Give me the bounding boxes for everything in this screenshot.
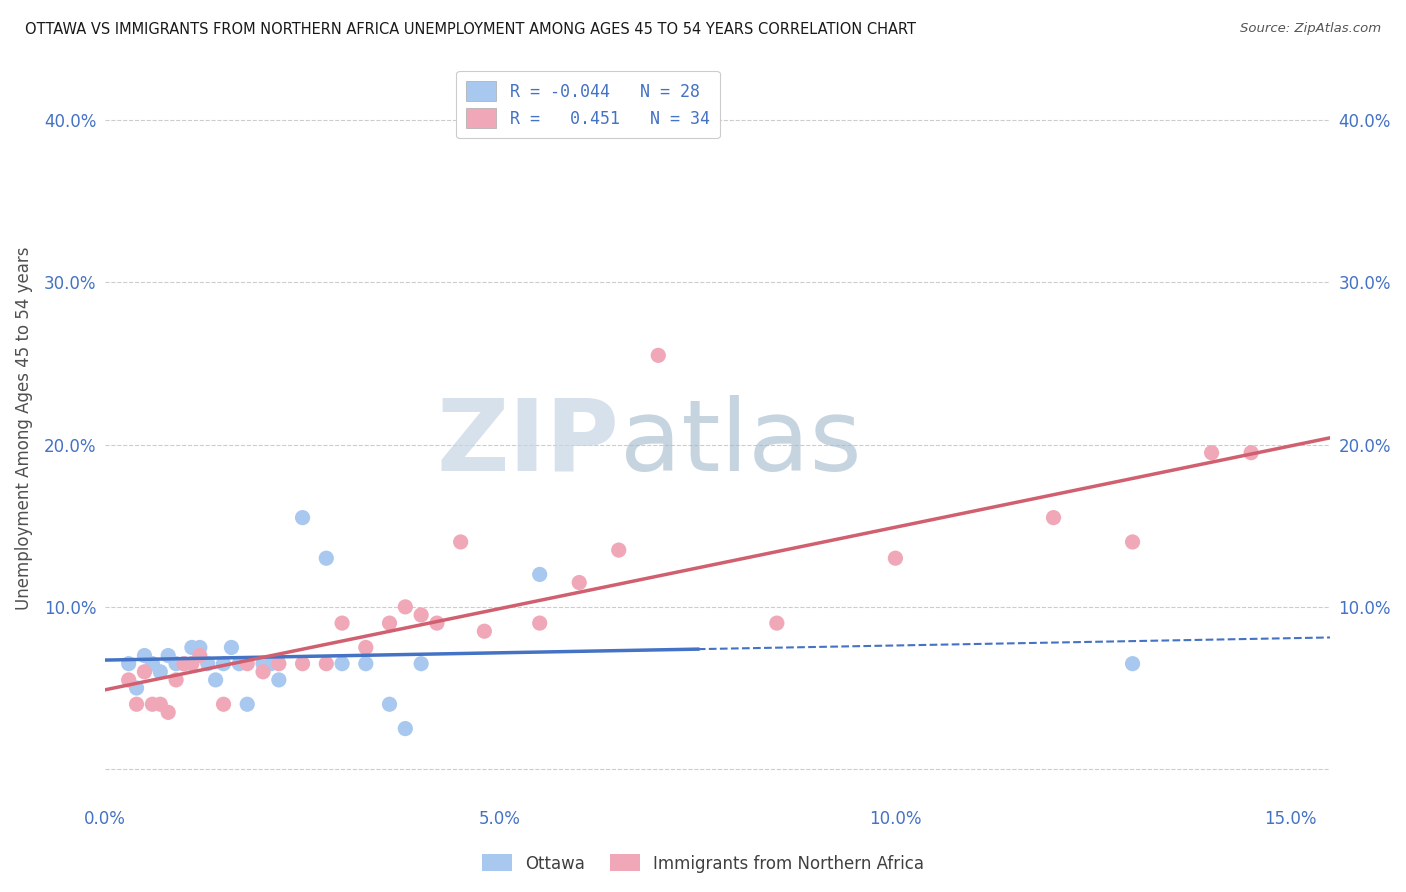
Point bbox=[125, 681, 148, 695]
Point bbox=[378, 616, 401, 631]
Point bbox=[157, 706, 180, 720]
Point bbox=[149, 665, 172, 679]
Point bbox=[330, 616, 353, 631]
Legend: Ottawa, Immigrants from Northern Africa: Ottawa, Immigrants from Northern Africa bbox=[475, 847, 931, 880]
Point bbox=[267, 673, 290, 687]
Point bbox=[188, 648, 211, 663]
Point bbox=[212, 698, 235, 712]
Point bbox=[188, 640, 211, 655]
Point bbox=[529, 616, 551, 631]
Point bbox=[228, 657, 250, 671]
Text: Source: ZipAtlas.com: Source: ZipAtlas.com bbox=[1240, 22, 1381, 36]
Point bbox=[125, 698, 148, 712]
Point bbox=[291, 510, 314, 524]
Point bbox=[165, 673, 187, 687]
Point bbox=[354, 640, 377, 655]
Point bbox=[118, 673, 141, 687]
Point bbox=[1122, 657, 1144, 671]
Point bbox=[450, 535, 472, 549]
Point bbox=[411, 607, 433, 622]
Point bbox=[1042, 510, 1064, 524]
Point bbox=[260, 657, 283, 671]
Legend: R = -0.044   N = 28, R =   0.451   N = 34: R = -0.044 N = 28, R = 0.451 N = 34 bbox=[457, 71, 720, 138]
Point bbox=[141, 657, 163, 671]
Point bbox=[252, 665, 274, 679]
Point bbox=[291, 657, 314, 671]
Point bbox=[197, 657, 219, 671]
Text: atlas: atlas bbox=[620, 395, 860, 491]
Point bbox=[411, 657, 433, 671]
Point bbox=[474, 624, 496, 639]
Point bbox=[180, 640, 202, 655]
Point bbox=[252, 657, 274, 671]
Point bbox=[607, 543, 630, 558]
Point bbox=[267, 657, 290, 671]
Point bbox=[330, 657, 353, 671]
Point bbox=[173, 657, 195, 671]
Point bbox=[647, 348, 669, 362]
Point bbox=[141, 698, 163, 712]
Point bbox=[118, 657, 141, 671]
Point bbox=[212, 657, 235, 671]
Point bbox=[766, 616, 789, 631]
Point bbox=[378, 698, 401, 712]
Point bbox=[165, 657, 187, 671]
Point bbox=[1201, 446, 1223, 460]
Point bbox=[236, 698, 259, 712]
Point bbox=[149, 698, 172, 712]
Point bbox=[236, 657, 259, 671]
Point bbox=[354, 657, 377, 671]
Point bbox=[1122, 535, 1144, 549]
Point bbox=[173, 657, 195, 671]
Point bbox=[315, 551, 337, 566]
Text: ZIP: ZIP bbox=[437, 395, 620, 491]
Point bbox=[1240, 446, 1263, 460]
Point bbox=[134, 665, 156, 679]
Point bbox=[157, 648, 180, 663]
Text: OTTAWA VS IMMIGRANTS FROM NORTHERN AFRICA UNEMPLOYMENT AMONG AGES 45 TO 54 YEARS: OTTAWA VS IMMIGRANTS FROM NORTHERN AFRIC… bbox=[25, 22, 917, 37]
Point bbox=[394, 599, 416, 614]
Point bbox=[221, 640, 243, 655]
Point bbox=[426, 616, 449, 631]
Y-axis label: Unemployment Among Ages 45 to 54 years: Unemployment Among Ages 45 to 54 years bbox=[15, 246, 32, 610]
Point bbox=[529, 567, 551, 582]
Point bbox=[204, 673, 226, 687]
Point bbox=[315, 657, 337, 671]
Point bbox=[394, 722, 416, 736]
Point bbox=[134, 648, 156, 663]
Point bbox=[180, 657, 202, 671]
Point bbox=[884, 551, 907, 566]
Point bbox=[568, 575, 591, 590]
